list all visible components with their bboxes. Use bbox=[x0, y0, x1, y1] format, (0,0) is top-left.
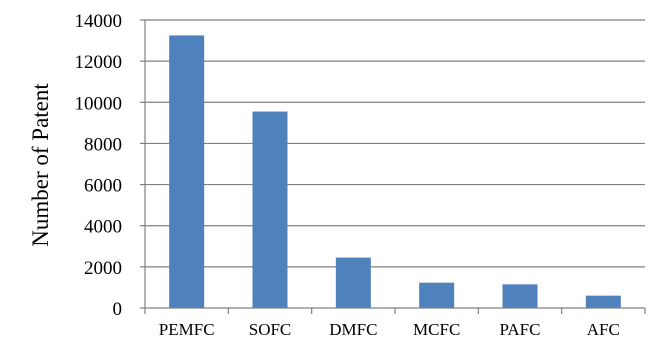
y-tick-label: 6000 bbox=[84, 176, 122, 197]
x-tick-label: MCFC bbox=[413, 320, 460, 339]
y-tick-label: 12000 bbox=[75, 52, 123, 73]
bar-pafc bbox=[502, 284, 538, 308]
bar-afc bbox=[585, 295, 621, 308]
y-tick-labels: 0 2000 4000 6000 8000 10000 12000 14000 bbox=[75, 11, 123, 320]
gridlines bbox=[145, 19, 645, 268]
bar-dmfc bbox=[335, 257, 371, 308]
axes bbox=[140, 19, 646, 314]
y-tick-label: 10000 bbox=[75, 93, 123, 114]
y-tick-label: 0 bbox=[113, 299, 123, 320]
x-tick-label: DMFC bbox=[329, 320, 377, 339]
x-tick-labels: PEMFC SOFC DMFC MCFC PAFC AFC bbox=[159, 320, 620, 339]
y-tick-label: 4000 bbox=[84, 217, 122, 238]
bar-sofc bbox=[252, 111, 288, 309]
y-tick-label: 8000 bbox=[84, 134, 122, 155]
y-tick-label: 2000 bbox=[84, 258, 122, 279]
bars bbox=[169, 35, 621, 309]
y-tick-label: 14000 bbox=[75, 11, 123, 32]
x-tick-label: PAFC bbox=[500, 320, 541, 339]
x-tick-label: PEMFC bbox=[159, 320, 215, 339]
bar-mcfc bbox=[419, 282, 455, 308]
bar-pemfc bbox=[169, 35, 205, 309]
x-tick-label: SOFC bbox=[249, 320, 292, 339]
x-tick-label: AFC bbox=[587, 320, 620, 339]
y-axis-label: Number of Patent bbox=[28, 83, 53, 247]
